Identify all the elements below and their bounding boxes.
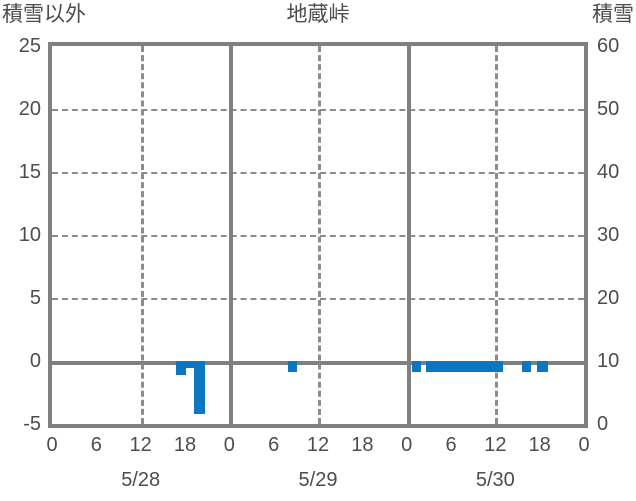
- x-tick-label: 18: [528, 434, 551, 456]
- y-tick-label-left: 5: [29, 287, 41, 309]
- bar: [288, 361, 297, 372]
- day-separator: [406, 46, 411, 424]
- bar: [194, 361, 205, 414]
- bar: [522, 361, 531, 372]
- y-tick-label-left: 0: [29, 350, 41, 372]
- y-tick-label-right: 0: [597, 413, 609, 435]
- left-axis-title: 積雪以外: [2, 3, 86, 26]
- y-tick-label-left: 20: [18, 98, 41, 120]
- x-tick-label: 12: [484, 434, 507, 456]
- gridline-vertical: [495, 46, 499, 424]
- right-axis-title: 積雪: [592, 3, 634, 26]
- x-tick-label: 6: [90, 434, 102, 456]
- day-label: 5/28: [121, 469, 161, 491]
- x-tick-label: 6: [268, 434, 280, 456]
- day-label: 5/29: [298, 469, 338, 491]
- y-tick-label-right: 30: [597, 224, 620, 246]
- y-tick-label-left: 15: [18, 161, 41, 183]
- x-tick-label: 12: [306, 434, 330, 456]
- bar: [537, 361, 548, 372]
- plot-area: [48, 42, 588, 428]
- x-tick-label: 6: [445, 434, 457, 456]
- y-tick-label-right: 10: [597, 350, 620, 372]
- x-tick-label: 18: [173, 434, 197, 456]
- day-label: 5/30: [475, 469, 515, 491]
- x-tick-label: 0: [401, 434, 413, 456]
- chart-title: 地蔵峠: [286, 3, 350, 26]
- bar: [176, 361, 186, 375]
- x-tick-label: 18: [351, 434, 374, 456]
- bar: [412, 361, 421, 372]
- y-tick-label-right: 60: [597, 35, 620, 57]
- y-tick-label-left: -5: [23, 413, 41, 435]
- day-separator: [229, 46, 234, 424]
- x-tick-label: 0: [223, 434, 235, 456]
- bar: [186, 361, 194, 368]
- y-tick-label-right: 40: [597, 161, 620, 183]
- y-tick-label-right: 50: [597, 98, 620, 120]
- y-tick-label-left: 10: [18, 224, 41, 246]
- x-tick-label: 0: [46, 434, 58, 456]
- gridline-vertical: [140, 46, 144, 424]
- x-tick-label: 12: [129, 434, 152, 456]
- x-tick-label: 0: [578, 434, 590, 456]
- y-tick-label-right: 20: [597, 287, 620, 309]
- y-tick-label-left: 25: [18, 35, 41, 57]
- gridline-vertical: [318, 46, 321, 424]
- bar: [426, 361, 503, 372]
